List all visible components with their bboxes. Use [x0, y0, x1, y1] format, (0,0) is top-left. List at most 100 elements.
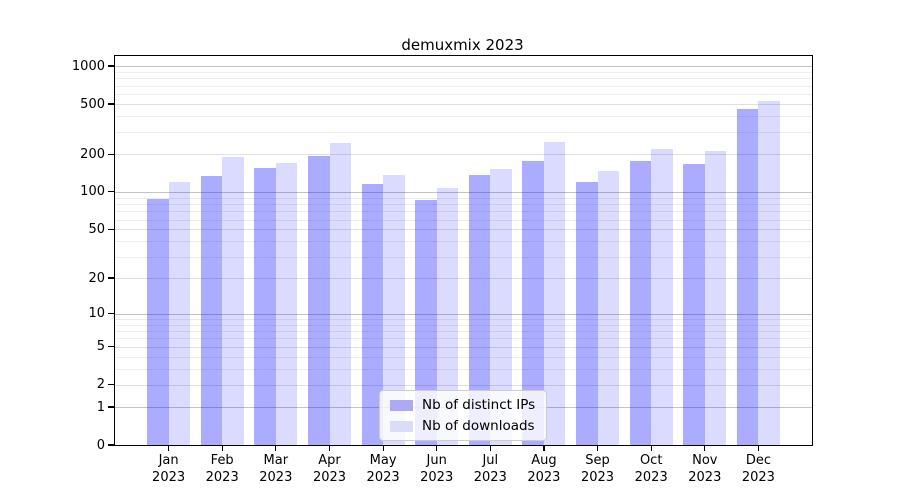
legend-item-distinct-ips: Nb of distinct IPs [390, 397, 535, 413]
gridline-7 [115, 330, 812, 332]
bar-ips-jan [147, 199, 169, 445]
bar-ips-aug [522, 161, 544, 445]
x-tick-label-apr: Apr 2023 [312, 453, 347, 485]
bar-downloads-aug [543, 141, 566, 445]
x-tick-apr [328, 445, 331, 451]
gridline-8 [115, 324, 812, 326]
y-tick-50 [108, 228, 115, 230]
y-tick-200 [108, 153, 115, 155]
bar-ips-dec [736, 109, 759, 445]
bar-downloads-feb [222, 156, 244, 445]
gridline-3 [115, 368, 812, 370]
bar-ips-may [361, 183, 384, 445]
x-tick-label-oct: Oct 2023 [634, 453, 668, 485]
x-tick-may [382, 445, 384, 451]
bar-downloads-jun [436, 188, 459, 445]
bar-downloads-jan [168, 181, 191, 445]
x-tick-label-jun: Jun 2023 [420, 453, 454, 485]
y-tick-0 [108, 444, 115, 446]
bar-ips-apr [308, 155, 330, 445]
gridline-100 [115, 191, 812, 193]
bar-ips-sep [576, 182, 598, 445]
y-tick-label-2: 2 [96, 377, 105, 393]
chart-title: demuxmix 2023 [401, 36, 524, 54]
x-tick-jun [436, 445, 438, 451]
bar-ips-jul [468, 174, 491, 445]
bar-ips-feb [200, 175, 223, 445]
gridline-400 [115, 116, 812, 118]
legend-item-downloads: Nb of downloads [390, 418, 535, 434]
legend-swatch-downloads-icon [390, 420, 413, 432]
y-tick-label-20: 20 [88, 270, 105, 286]
x-tick-label-jan: Jan 2023 [152, 453, 186, 485]
plot-area: 0 1 2 5 10 20 50 100 200 500 1000 Jan 2023 Feb 2023 M… [72, 55, 813, 485]
bar-ips-mar [254, 168, 276, 445]
x-tick-dec [757, 445, 760, 451]
gridline-800 [115, 78, 812, 80]
x-tick-label-mar: Mar 2023 [259, 453, 293, 485]
bars-layer [115, 56, 812, 445]
y-tick-1000 [108, 65, 115, 67]
y-tick-label-1000: 1000 [71, 58, 105, 74]
gridline-200 [115, 154, 812, 156]
y-tick-label-0: 0 [96, 437, 105, 453]
x-tick-label-sep: Sep 2023 [580, 453, 615, 485]
bar-downloads-dec [758, 101, 780, 445]
y-tick-20 [108, 277, 115, 279]
gridline-50 [115, 229, 812, 231]
y-tick-100 [108, 191, 115, 193]
bar-downloads-oct [651, 148, 673, 445]
x-tick-aug [543, 445, 545, 451]
gridline-900 [115, 71, 812, 73]
bar-ips-nov [683, 163, 705, 445]
y-tick-label-1: 1 [96, 399, 105, 415]
gridline-600 [115, 94, 812, 95]
bar-downloads-may [383, 174, 405, 445]
gridline-5 [115, 346, 812, 348]
y-tick-label-500: 500 [80, 96, 105, 112]
legend-label-distinct-ips: Nb of distinct IPs [422, 397, 536, 413]
gridline-300 [115, 131, 812, 133]
y-tick-label-10: 10 [88, 306, 105, 321]
y-tick-5 [108, 346, 115, 348]
bar-ips-oct [629, 161, 652, 445]
gridline-80 [115, 203, 812, 205]
y-tick-label-5: 5 [96, 339, 105, 355]
y-tick-1 [108, 406, 115, 408]
gridline-9 [115, 318, 812, 320]
gridline-10 [115, 313, 812, 315]
x-tick-label-aug: Aug 2023 [527, 453, 561, 485]
y-tick-label-200: 200 [80, 146, 105, 162]
x-tick-sep [596, 445, 599, 451]
bar-ips-jun [415, 200, 437, 445]
legend-swatch-distinct-ips-icon [390, 399, 413, 411]
x-tick-oct [650, 445, 652, 451]
x-tick-label-nov: Nov 2023 [688, 453, 722, 485]
gridline-20 [115, 278, 812, 279]
gridline-1000 [115, 66, 812, 67]
x-tick-label-dec: Dec 2023 [741, 453, 775, 485]
gridline-500 [115, 104, 812, 105]
y-tick-500 [108, 103, 115, 105]
gridline-6 [115, 338, 812, 340]
y-tick-label-50: 50 [88, 221, 105, 237]
gridline-700 [115, 85, 812, 87]
gridline-90 [115, 197, 812, 199]
bar-downloads-mar [275, 162, 298, 445]
legend: Nb of distinct IPs Nb of downloads [379, 390, 548, 441]
x-tick-label-jul: Jul 2023 [473, 453, 507, 485]
gridline-4 [115, 356, 812, 358]
x-tick-feb [221, 445, 223, 451]
gridline-60 [115, 219, 812, 221]
bar-downloads-apr [329, 143, 351, 445]
grid-layer [115, 56, 812, 445]
x-tick-label-feb: Feb 2023 [205, 453, 239, 485]
x-tick-label-may: May 2023 [366, 453, 400, 485]
y-tick-10 [108, 312, 115, 315]
x-tick-nov [704, 445, 706, 451]
bar-downloads-sep [597, 170, 619, 445]
x-tick-jul [489, 445, 491, 451]
legend-label-downloads: Nb of downloads [422, 418, 535, 434]
gridline-30 [115, 256, 812, 258]
